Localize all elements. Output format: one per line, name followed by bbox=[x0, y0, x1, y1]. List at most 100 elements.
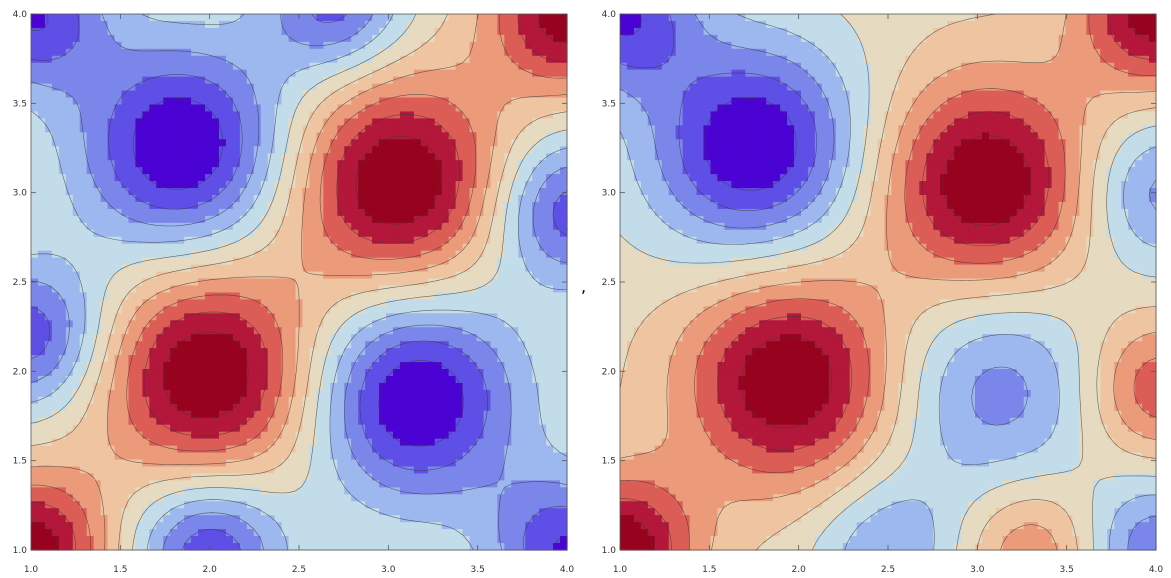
contour-cell bbox=[288, 55, 297, 64]
contour-cell bbox=[51, 48, 60, 57]
contour-cell bbox=[267, 285, 276, 294]
contour-cell bbox=[372, 299, 380, 307]
contour-cell bbox=[420, 27, 429, 36]
contour-cell bbox=[316, 111, 324, 120]
contour-cell bbox=[177, 188, 185, 196]
contour-cell bbox=[239, 236, 248, 245]
contour-cell bbox=[274, 34, 283, 43]
contour-cell bbox=[281, 320, 290, 328]
contour-cell bbox=[399, 125, 408, 133]
contour-cell bbox=[358, 438, 366, 447]
contour-cell bbox=[406, 327, 415, 335]
contour-cell bbox=[142, 83, 150, 92]
contour-cell bbox=[253, 264, 262, 273]
contour-cell bbox=[114, 278, 123, 287]
contour-cell bbox=[163, 27, 171, 36]
contour-cell bbox=[490, 299, 498, 307]
contour-cell bbox=[434, 27, 443, 36]
contour-cell bbox=[31, 104, 39, 113]
contour-cell bbox=[253, 306, 262, 314]
contour-cell bbox=[525, 153, 533, 161]
contour-cell bbox=[37, 118, 46, 126]
contour-cell bbox=[281, 362, 290, 370]
contour-cell bbox=[560, 369, 568, 377]
contour-cell bbox=[455, 396, 464, 405]
contour-cell bbox=[156, 201, 164, 210]
contour-cell bbox=[309, 20, 317, 29]
contour-cell bbox=[490, 236, 498, 245]
contour-cell bbox=[65, 424, 74, 433]
contour-cell bbox=[93, 278, 102, 287]
contour-cell bbox=[539, 34, 547, 43]
contour-cell bbox=[246, 188, 255, 196]
contour-cell bbox=[128, 222, 137, 231]
contour-cell bbox=[455, 403, 464, 412]
contour-cell bbox=[44, 146, 53, 154]
contour-cell bbox=[379, 167, 387, 175]
contour-cell bbox=[274, 97, 283, 106]
contour-cell bbox=[135, 194, 143, 203]
contour-cell bbox=[406, 348, 415, 356]
contour-cell bbox=[372, 208, 380, 217]
contour-cell bbox=[337, 125, 345, 133]
contour-cell bbox=[295, 417, 304, 426]
contour-cell bbox=[121, 313, 130, 321]
contour-cell bbox=[31, 403, 39, 412]
contour-cell bbox=[128, 90, 137, 99]
contour-cell bbox=[211, 69, 220, 78]
contour-cell bbox=[191, 362, 199, 370]
contour-cell bbox=[274, 292, 283, 300]
contour-cell bbox=[246, 236, 255, 245]
contour-cell bbox=[295, 118, 304, 126]
contour-cell bbox=[309, 348, 317, 356]
contour-cell bbox=[232, 320, 241, 328]
contour-cell bbox=[413, 355, 422, 363]
contour-cell bbox=[128, 264, 137, 273]
contour-cell bbox=[462, 229, 471, 238]
contour-cell bbox=[504, 313, 512, 321]
contour-cell bbox=[518, 382, 526, 391]
contour-cell bbox=[434, 48, 443, 57]
contour-cell bbox=[170, 250, 178, 259]
contour-cell bbox=[441, 201, 450, 210]
contour-cell bbox=[455, 362, 464, 370]
contour-cell bbox=[218, 271, 227, 280]
contour-cell bbox=[114, 438, 123, 447]
contour-cell bbox=[469, 243, 478, 252]
contour-cell bbox=[79, 271, 88, 280]
contour-cell bbox=[399, 118, 408, 126]
contour-cell bbox=[177, 459, 185, 468]
contour-cell bbox=[100, 48, 109, 57]
contour-cell bbox=[553, 299, 561, 307]
contour-cell bbox=[86, 257, 95, 266]
contour-cell bbox=[372, 341, 380, 349]
contour-cell bbox=[309, 194, 317, 203]
contour-cell bbox=[31, 459, 39, 468]
contour-cell bbox=[553, 181, 561, 189]
contour-cell bbox=[281, 20, 290, 29]
contour-cell bbox=[114, 118, 123, 126]
contour-cell bbox=[51, 403, 60, 412]
contour-cell bbox=[274, 313, 283, 321]
contour-cell bbox=[93, 27, 102, 36]
contour-cell bbox=[441, 160, 450, 168]
contour-cell bbox=[211, 111, 220, 120]
contour-cell bbox=[246, 76, 255, 85]
contour-cell bbox=[100, 118, 109, 126]
contour-cell bbox=[344, 41, 352, 50]
contour-cell bbox=[497, 369, 505, 377]
contour-cell bbox=[288, 369, 297, 377]
contour-cell bbox=[121, 403, 130, 412]
contour-cell bbox=[107, 285, 116, 294]
contour-cell bbox=[546, 299, 554, 307]
contour-cell bbox=[295, 174, 304, 182]
contour-cell bbox=[455, 83, 464, 92]
contour-cell bbox=[337, 222, 345, 231]
contour-cell bbox=[93, 118, 102, 126]
contour-cell bbox=[358, 27, 366, 36]
contour-cell bbox=[121, 188, 130, 196]
contour-cell bbox=[525, 438, 533, 447]
contour-cell bbox=[239, 222, 248, 231]
contour-cell bbox=[225, 417, 234, 426]
contour-cell bbox=[469, 76, 478, 85]
